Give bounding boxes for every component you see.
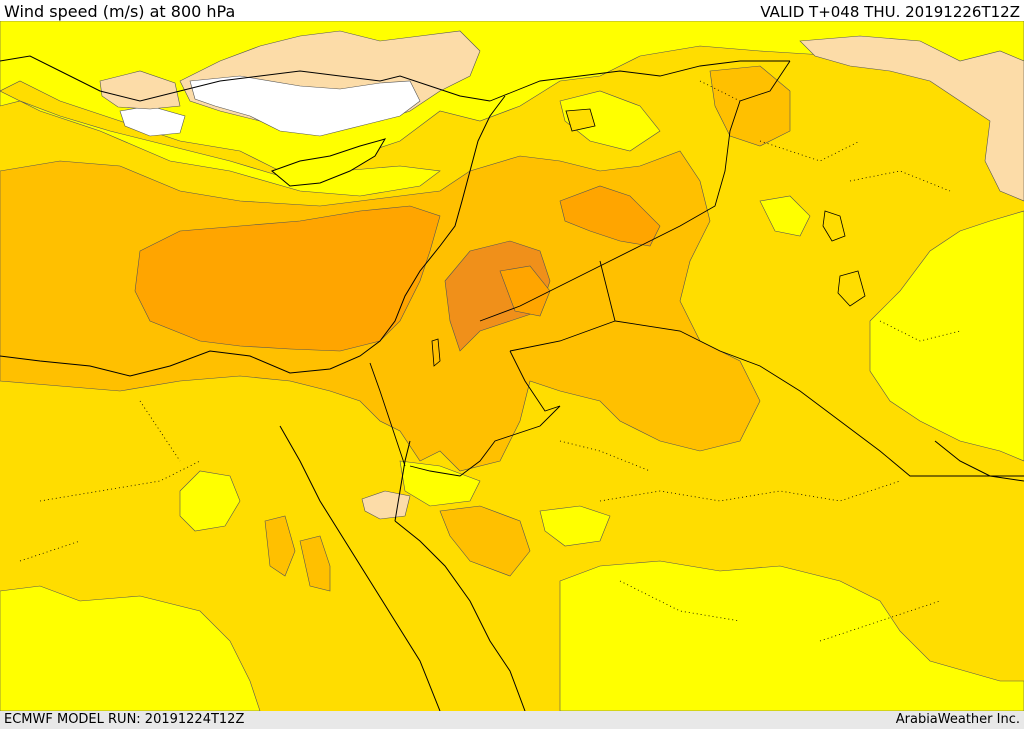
field-yellow-sinai-b <box>399 460 481 507</box>
footer-bar: ECMWF MODEL RUN: 20191224T12Z ArabiaWeat… <box>0 711 1024 729</box>
valid-time: VALID T+048 THU. 20191226T12Z <box>760 3 1020 21</box>
field-light-orange-syria-east <box>709 65 791 147</box>
field-peach-aegean <box>99 70 181 110</box>
lake-van <box>565 108 596 132</box>
coastline-mediterranean <box>0 95 506 377</box>
field-peach-caucasus <box>799 35 1024 202</box>
field-light-orange-egypt <box>264 515 296 577</box>
field-yellow-southwest <box>0 585 261 711</box>
field-yellow-gulf <box>869 210 1024 462</box>
border-egypt-israel <box>369 362 406 467</box>
field-orange-jordan <box>499 265 551 317</box>
border-jordan-saudi <box>599 260 1024 477</box>
border-syria-iraq <box>489 60 790 102</box>
island-bahrain <box>822 210 846 242</box>
field-orange-mediterranean <box>134 205 441 352</box>
coastline-red-sea-east <box>394 520 526 711</box>
field-orange-syria <box>559 185 661 247</box>
coastline-cyprus <box>271 138 387 187</box>
map-title: Wind speed (m/s) at 800 hPa <box>4 2 236 21</box>
coastline-persian-gulf <box>934 440 1024 482</box>
admin-boundaries <box>19 80 961 642</box>
border-jordan-iraq <box>509 320 616 352</box>
credit-text: ArabiaWeather Inc. <box>895 712 1020 727</box>
field-light-orange-redsea-west <box>299 535 331 592</box>
border-iraq-east <box>479 60 791 322</box>
border-jordan-west <box>409 350 561 477</box>
lake-tiberias <box>431 338 441 367</box>
model-run: ECMWF MODEL RUN: 20191224T12Z <box>4 712 245 727</box>
field-yellow-north2 <box>0 90 441 197</box>
coastline-turkey-south <box>0 55 491 102</box>
coastline-red-sea <box>279 425 441 711</box>
field-yellow-redsea <box>539 505 611 547</box>
field-yellow-iraq <box>759 195 811 237</box>
wind-speed-map-svg <box>0 21 1024 711</box>
title-bar: Wind speed (m/s) at 800 hPa VALID T+048 … <box>0 0 1024 21</box>
field-yellow-south <box>559 560 1024 711</box>
island-qatar <box>837 270 866 307</box>
coastline-gulf-of-aqaba <box>394 440 411 522</box>
field-yellow-sinai-a <box>179 470 241 532</box>
field-white-turkey <box>189 75 421 137</box>
field-light-orange-sinai <box>439 505 531 577</box>
field-peach-aqaba <box>361 490 411 520</box>
wind-speed-map <box>0 21 1024 711</box>
field-yellow-syria <box>559 90 661 152</box>
